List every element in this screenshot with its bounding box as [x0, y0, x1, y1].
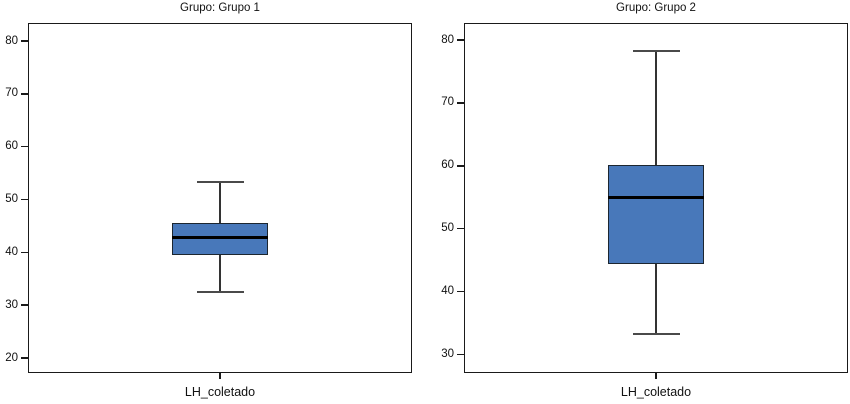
y-tick-mark — [457, 39, 464, 41]
y-tick-mark — [457, 290, 464, 293]
y-tick-label: 40 — [5, 245, 18, 258]
y-tick-mark — [21, 304, 28, 306]
y-tick-label: 70 — [441, 96, 454, 109]
y-tick-mark — [21, 40, 28, 42]
y-tick-label: 60 — [441, 159, 454, 172]
whisker-lower-cap — [632, 332, 680, 335]
x-tick-mark — [219, 373, 221, 379]
y-tick-mark — [457, 353, 464, 356]
y-tick-mark — [21, 93, 28, 95]
x-tick-mark — [655, 373, 657, 379]
y-tick-label: 20 — [5, 351, 18, 364]
panel-title: Grupo: Grupo 1 — [180, 2, 260, 14]
median-line — [608, 195, 704, 199]
y-tick-label: 80 — [5, 34, 18, 47]
y-tick-mark — [457, 227, 464, 230]
plot-area — [464, 23, 848, 373]
y-tick-mark — [21, 198, 28, 201]
whisker-lower-cap — [196, 290, 244, 293]
y-tick-label: 40 — [441, 285, 454, 298]
y-tick-label: 80 — [441, 33, 454, 46]
median-line — [172, 235, 268, 240]
plot-area — [28, 23, 412, 373]
y-tick-label: 70 — [5, 87, 18, 100]
y-tick-label: 60 — [5, 140, 18, 153]
y-tick-mark — [21, 357, 28, 359]
whisker-upper-cap — [196, 181, 244, 184]
y-tick-mark — [21, 145, 28, 148]
whisker-upper-cap — [632, 49, 680, 52]
whisker-upper-stem — [655, 50, 657, 165]
y-tick-mark — [21, 251, 28, 254]
whisker-lower-stem — [655, 263, 657, 334]
whisker-upper-stem — [219, 182, 221, 223]
y-tick-label: 30 — [5, 298, 18, 311]
whisker-lower-stem — [219, 254, 221, 292]
y-tick-label: 30 — [441, 348, 454, 360]
y-tick-mark — [457, 102, 464, 104]
y-tick-mark — [457, 165, 464, 167]
panel-title: Grupo: Grupo 2 — [616, 2, 696, 14]
x-axis-label: LH_coletado — [184, 385, 256, 399]
y-tick-label: 50 — [441, 222, 454, 235]
y-tick-label: 50 — [5, 193, 18, 205]
x-axis-label: LH_coletado — [620, 385, 692, 399]
iqr-box — [608, 164, 704, 264]
